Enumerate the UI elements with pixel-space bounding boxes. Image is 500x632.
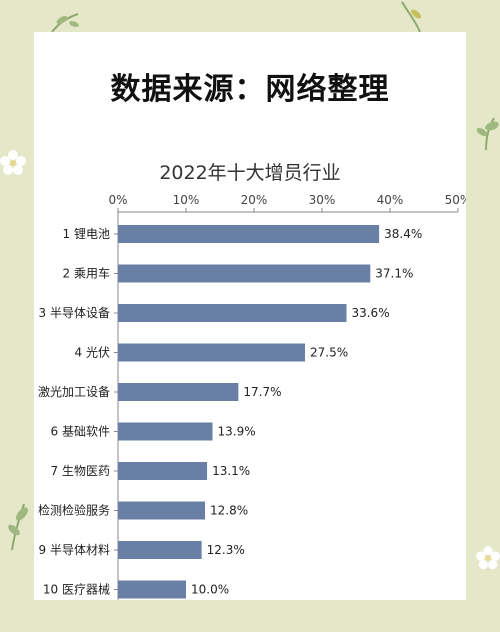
category-label: 1 锂电池 (63, 226, 110, 241)
category-label: 3 半导体设备 (39, 306, 110, 320)
bar (118, 422, 213, 441)
bar (118, 225, 380, 243)
x-tick-label: 30% (309, 193, 336, 207)
category-label: 8 检测检验服务 (27, 503, 110, 518)
bar (118, 383, 239, 401)
value-label: 27.5% (310, 346, 348, 360)
category-label: 5 激光加工设备 (27, 385, 110, 399)
leaf-icon (51, 13, 79, 33)
value-label: 37.1% (375, 267, 413, 281)
value-label: 12.8% (210, 504, 248, 518)
value-label: 10.0% (191, 583, 229, 597)
bar (118, 343, 305, 362)
value-label: 38.4% (384, 227, 422, 241)
bar (118, 462, 208, 480)
category-label: 9 半导体材料 (39, 543, 110, 557)
bar (118, 304, 347, 322)
x-tick-label: 20% (241, 193, 268, 207)
value-label: 33.6% (351, 306, 389, 320)
leaf-icon (8, 503, 28, 551)
bar (118, 501, 206, 520)
x-tick-label: 50% (445, 193, 472, 207)
category-label: 4 光伏 (75, 346, 110, 360)
value-label: 12.3% (207, 543, 245, 557)
value-label: 13.1% (212, 464, 250, 478)
x-tick-label: 40% (377, 193, 404, 207)
bar (118, 541, 202, 559)
leaf-icon (476, 117, 499, 151)
category-label: 6 基础软件 (51, 425, 110, 439)
bar (118, 264, 371, 283)
leaf-icon (401, 1, 421, 33)
chart-title: 2022年十大增员行业 (159, 162, 341, 184)
flower-icon (0, 150, 26, 175)
category-label: 10 医疗器械 (43, 582, 110, 597)
category-label: 7 生物医药 (51, 464, 110, 478)
category-label: 2 乘用车 (63, 266, 110, 281)
flower-icon (476, 546, 500, 570)
page-headline: 数据来源：网络整理 (110, 72, 390, 107)
bar (118, 580, 186, 599)
x-tick-label: 0% (108, 193, 127, 207)
value-label: 17.7% (243, 385, 281, 399)
x-tick-label: 10% (173, 193, 200, 207)
value-label: 13.9% (218, 425, 256, 439)
